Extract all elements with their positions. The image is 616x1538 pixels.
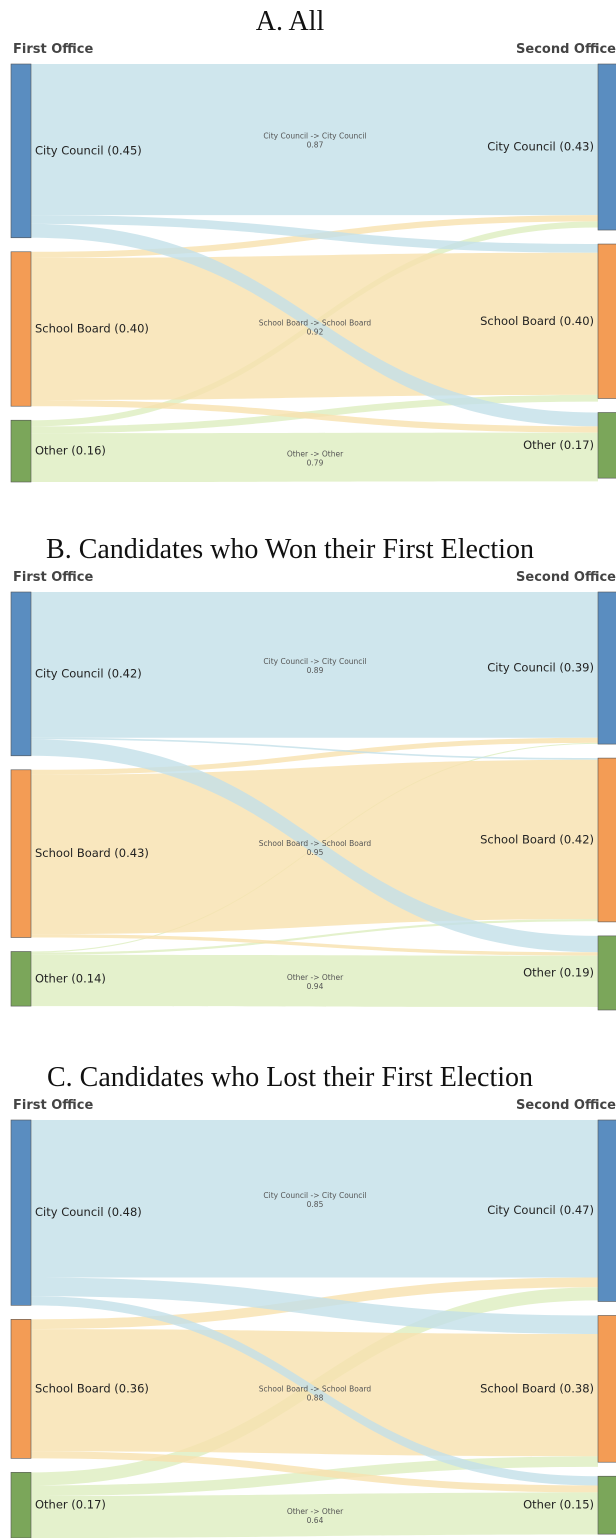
source-header: First Office bbox=[13, 42, 93, 57]
link-value: 0.64 bbox=[307, 1516, 324, 1525]
target-node bbox=[597, 1315, 616, 1463]
flow-link bbox=[31, 1492, 598, 1538]
source-label: Other (0.16) bbox=[35, 444, 106, 458]
flow-link bbox=[31, 739, 598, 953]
links bbox=[31, 1120, 598, 1538]
flow-link bbox=[31, 1277, 598, 1335]
source-node bbox=[10, 951, 32, 1007]
target-header: Second Office bbox=[516, 1098, 616, 1113]
source-node bbox=[10, 1472, 32, 1538]
flow-link bbox=[31, 1451, 598, 1493]
links bbox=[31, 592, 598, 1007]
target-node bbox=[597, 412, 616, 479]
link-value: 0.88 bbox=[307, 1394, 324, 1403]
source-label: School Board (0.40) bbox=[35, 321, 149, 335]
target-node bbox=[597, 243, 616, 399]
target-header: Second Office bbox=[516, 42, 616, 57]
panel-title: A. All bbox=[256, 6, 325, 37]
sankey-panel: A. All First Office Second Office City Coun… bbox=[10, 6, 616, 483]
source-node bbox=[10, 769, 32, 938]
link-value: 0.87 bbox=[307, 141, 324, 150]
source-label: City Council (0.45) bbox=[35, 143, 142, 157]
flow-link bbox=[31, 737, 598, 775]
target-label: City Council (0.47) bbox=[487, 1203, 594, 1217]
sankey-panel: B. Candidates who Won their First Electi… bbox=[10, 534, 616, 1011]
link-value: 0.95 bbox=[307, 848, 324, 857]
target-header: Second Office bbox=[516, 570, 616, 585]
source-label: City Council (0.42) bbox=[35, 666, 142, 680]
flow-link bbox=[31, 223, 598, 427]
flow-link bbox=[31, 1120, 598, 1278]
source-header: First Office bbox=[13, 1098, 93, 1113]
link-label: Other -> Other bbox=[287, 449, 344, 458]
target-node bbox=[597, 757, 616, 923]
flow-link bbox=[31, 432, 598, 482]
link-label: City Council -> City Council bbox=[263, 1191, 366, 1200]
flow-link bbox=[31, 592, 598, 738]
link-label: School Board -> School Board bbox=[259, 1385, 372, 1394]
target-label: Other (0.19) bbox=[523, 965, 594, 979]
flow-link bbox=[31, 400, 598, 433]
source-label: Other (0.17) bbox=[35, 1498, 106, 1512]
target-node bbox=[597, 1475, 616, 1535]
source-node bbox=[10, 1119, 32, 1306]
source-label: Other (0.14) bbox=[35, 971, 106, 985]
flow-link bbox=[31, 919, 598, 955]
sankey-panel: C. Candidates who Lost their First Elect… bbox=[10, 1062, 616, 1538]
flow-link bbox=[31, 64, 598, 216]
target-label: School Board (0.38) bbox=[480, 1381, 594, 1395]
link-label: School Board -> School Board bbox=[259, 839, 372, 848]
source-node bbox=[10, 1319, 32, 1459]
link-label: Other -> Other bbox=[287, 1507, 344, 1516]
flow-link bbox=[31, 737, 598, 760]
target-node bbox=[597, 935, 616, 1011]
flow-link bbox=[31, 215, 598, 253]
link-value: 0.92 bbox=[307, 327, 324, 336]
source-node bbox=[10, 63, 32, 239]
target-label: Other (0.15) bbox=[523, 1498, 594, 1512]
target-label: School Board (0.42) bbox=[480, 833, 594, 847]
source-label: School Board (0.43) bbox=[35, 846, 149, 860]
link-label: City Council -> City Council bbox=[263, 132, 366, 141]
flow-link bbox=[31, 954, 598, 1007]
target-label: School Board (0.40) bbox=[480, 314, 594, 328]
link-label: School Board -> School Board bbox=[259, 318, 372, 327]
source-label: City Council (0.48) bbox=[35, 1205, 142, 1219]
source-header: First Office bbox=[13, 570, 93, 585]
panel-title: B. Candidates who Won their First Electi… bbox=[46, 534, 534, 565]
target-label: City Council (0.39) bbox=[487, 661, 594, 675]
links bbox=[31, 64, 598, 482]
flow-link bbox=[31, 934, 598, 956]
link-label: Other -> Other bbox=[287, 973, 344, 982]
source-node bbox=[10, 251, 32, 407]
source-node bbox=[10, 591, 32, 757]
target-label: City Council (0.43) bbox=[487, 140, 594, 154]
link-value: 0.79 bbox=[307, 458, 324, 467]
target-label: Other (0.17) bbox=[523, 438, 594, 452]
link-value: 0.94 bbox=[307, 982, 324, 991]
panel-title: C. Candidates who Lost their First Elect… bbox=[47, 1062, 533, 1093]
link-label: City Council -> City Council bbox=[263, 657, 366, 666]
flow-link bbox=[31, 1296, 598, 1486]
link-value: 0.85 bbox=[307, 1200, 324, 1209]
target-node bbox=[597, 591, 616, 745]
target-node bbox=[597, 1119, 616, 1302]
target-node bbox=[597, 63, 616, 231]
source-node bbox=[10, 419, 32, 483]
source-label: School Board (0.36) bbox=[35, 1381, 149, 1395]
link-value: 0.89 bbox=[307, 666, 324, 675]
